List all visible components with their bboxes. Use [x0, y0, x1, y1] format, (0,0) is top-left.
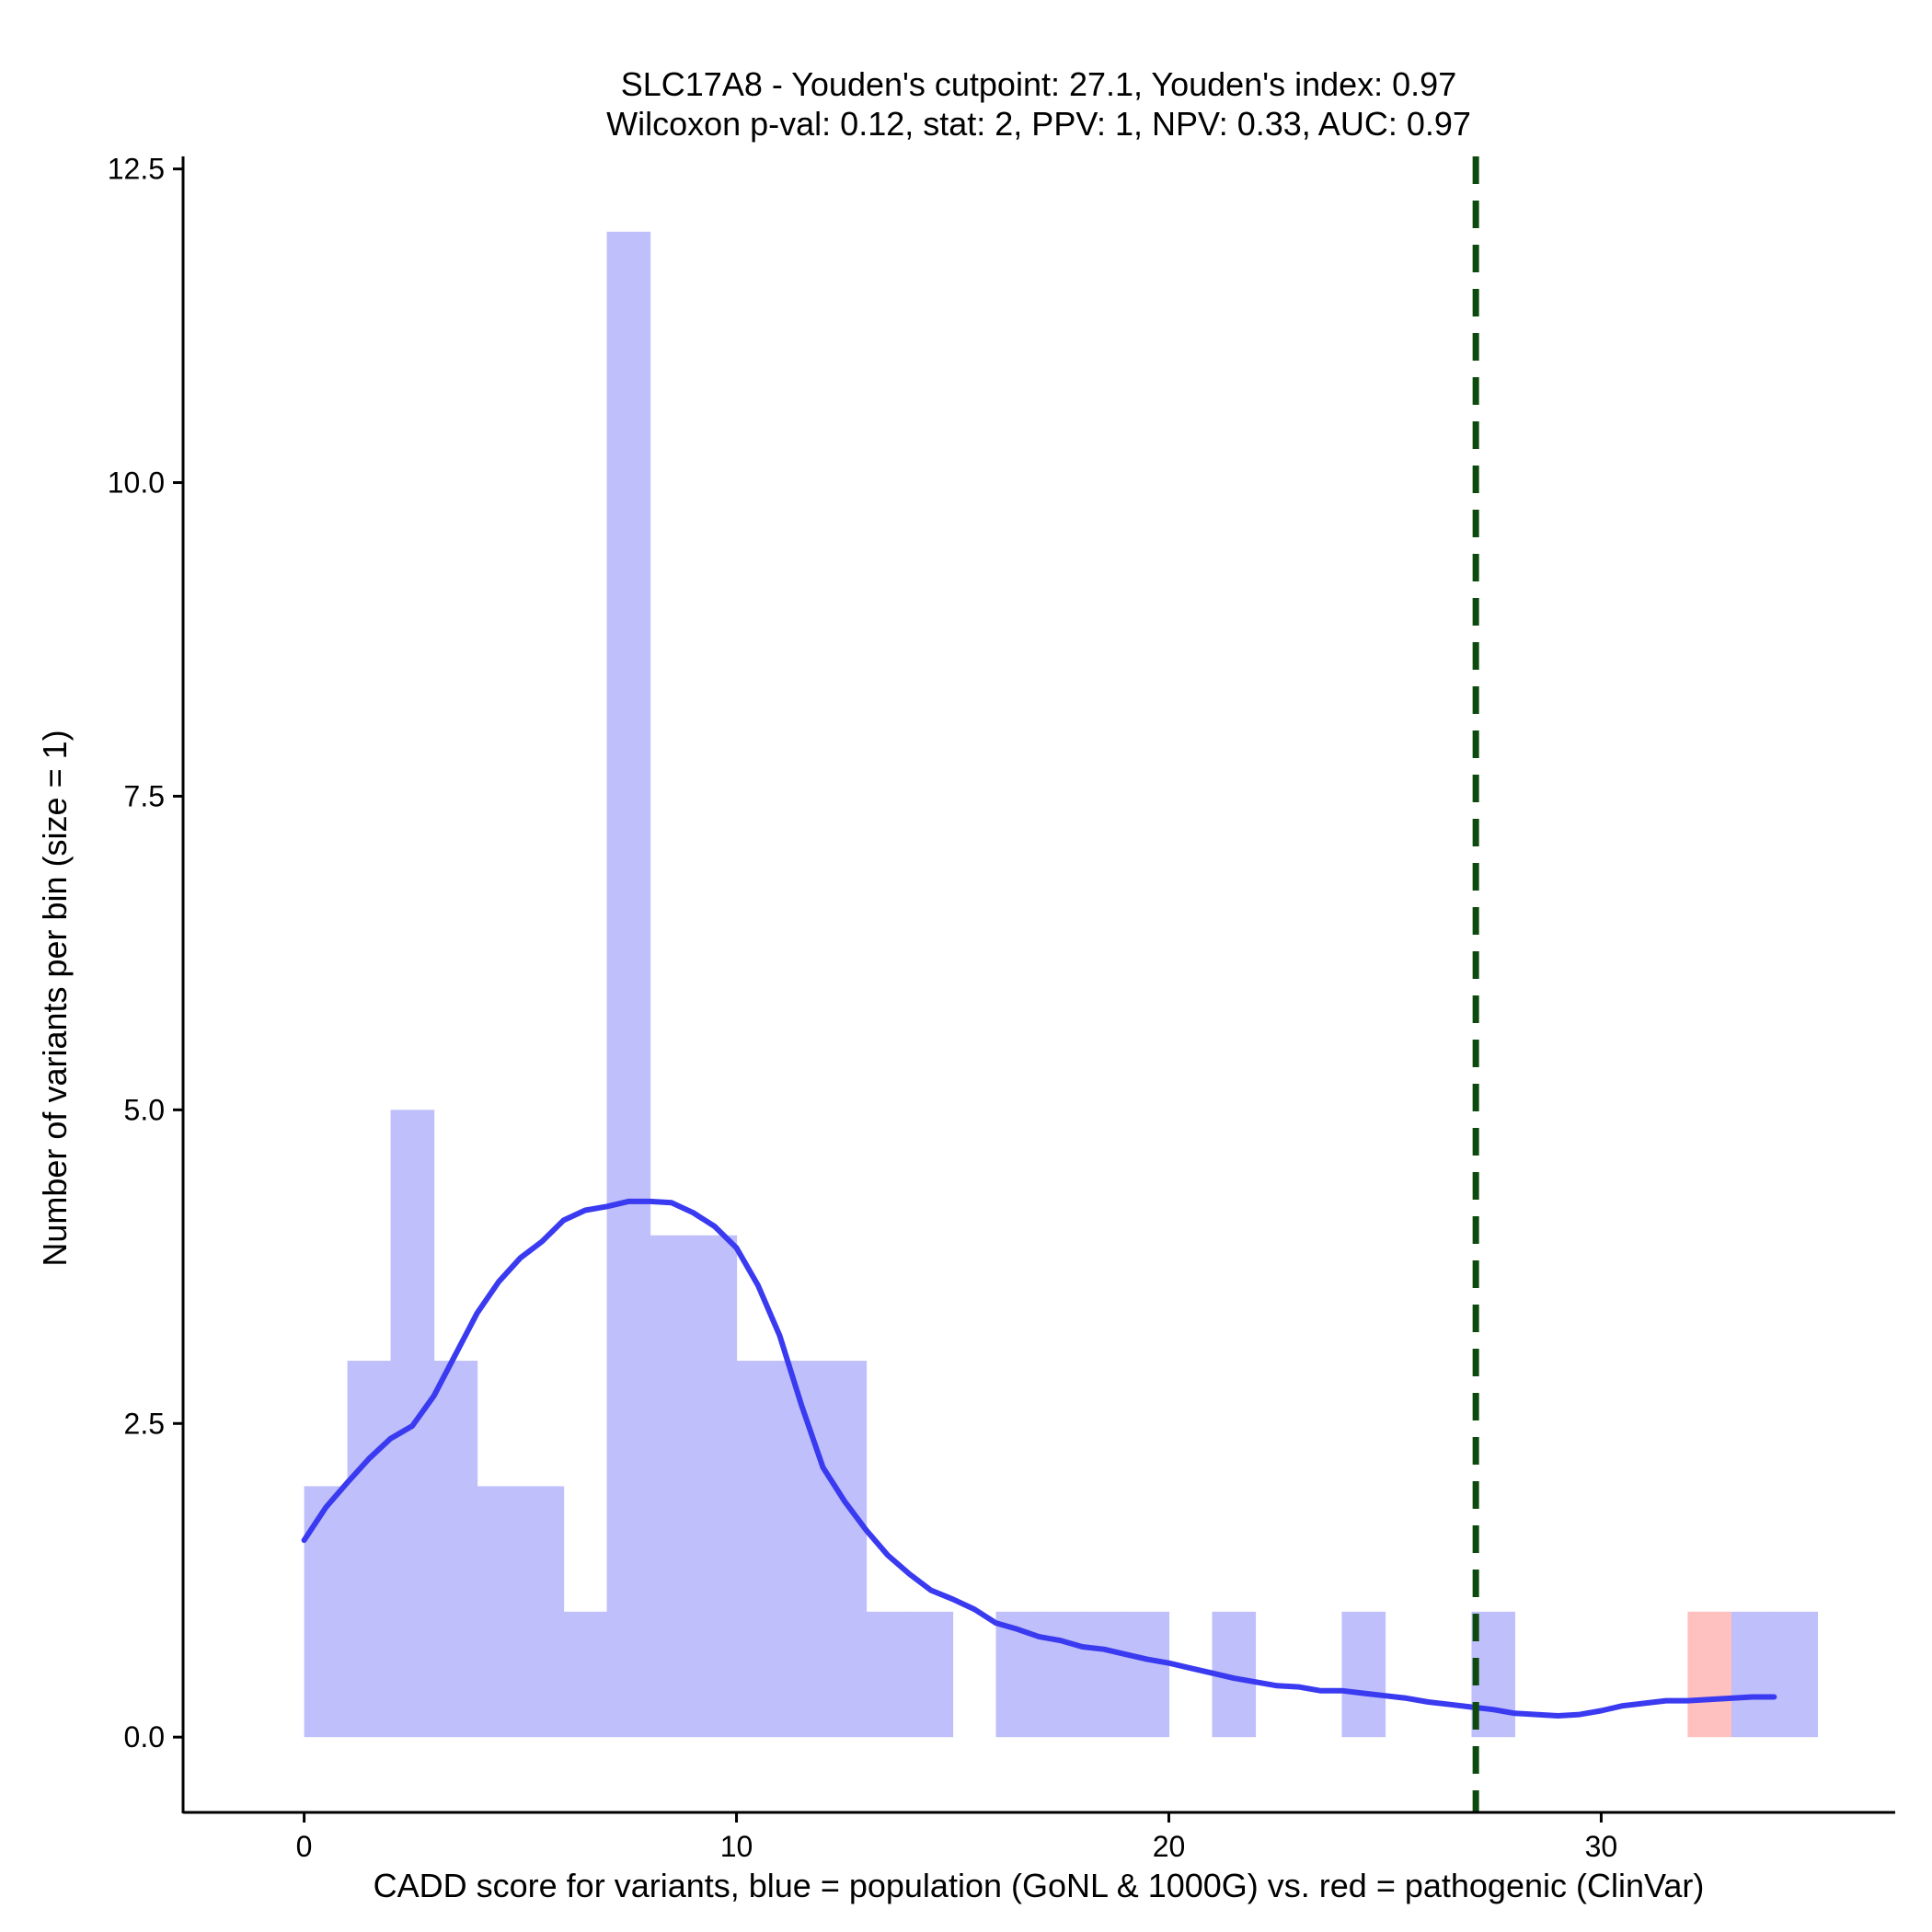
y-tick-label: 2.5	[124, 1407, 165, 1440]
y-tick-label: 10.0	[108, 466, 165, 500]
y-tick-label: 5.0	[124, 1093, 165, 1126]
population-bar	[1731, 1611, 1776, 1738]
population-bar	[693, 1235, 738, 1738]
density-layer	[301, 1198, 1777, 1719]
x-axis-title: CADD score for variants, blue = populati…	[374, 1867, 1705, 1904]
y-axis-ticks: 0.0 2.5 5.0 7.5 10.0 12.5	[108, 153, 183, 1754]
population-bar	[822, 1361, 868, 1738]
population-bar	[1039, 1611, 1084, 1738]
population-bar	[1774, 1611, 1819, 1738]
chart-title-line-1: SLC17A8 - Youden's cutpoint: 27.1, Youde…	[621, 65, 1456, 103]
x-tick-label: 20	[1153, 1830, 1186, 1863]
population-bar	[1082, 1611, 1127, 1738]
population-bar	[520, 1486, 565, 1738]
y-axis-title: Number of variants per bin (size = 1)	[36, 730, 74, 1266]
population-bar	[304, 1486, 349, 1738]
histogram-bars	[304, 231, 1819, 1738]
x-axis-ticks: 0 10 20 30	[296, 1812, 1618, 1863]
population-bar	[909, 1611, 954, 1738]
population-bar	[347, 1361, 392, 1738]
population-bar	[433, 1361, 478, 1738]
pathogenic-bar	[1687, 1611, 1732, 1738]
y-tick-label: 7.5	[124, 779, 165, 812]
population-bar	[779, 1361, 824, 1738]
population-bar	[477, 1486, 522, 1738]
population-bar	[650, 1235, 695, 1738]
density-curve	[301, 1198, 1777, 1719]
population-bar	[606, 231, 651, 1738]
x-tick-label: 0	[296, 1830, 313, 1863]
y-tick-label: 0.0	[124, 1720, 165, 1754]
x-tick-label: 30	[1585, 1830, 1618, 1863]
y-tick-label: 12.5	[108, 153, 165, 186]
chart-title-line-2: Wilcoxon p-val: 0.12, stat: 2, PPV: 1, N…	[606, 105, 1471, 143]
population-bar	[866, 1611, 911, 1738]
population-bar	[563, 1611, 608, 1738]
population-bar	[1341, 1611, 1386, 1738]
population-bar	[1125, 1611, 1170, 1738]
x-tick-label: 10	[720, 1830, 753, 1863]
population-bar	[736, 1361, 781, 1738]
